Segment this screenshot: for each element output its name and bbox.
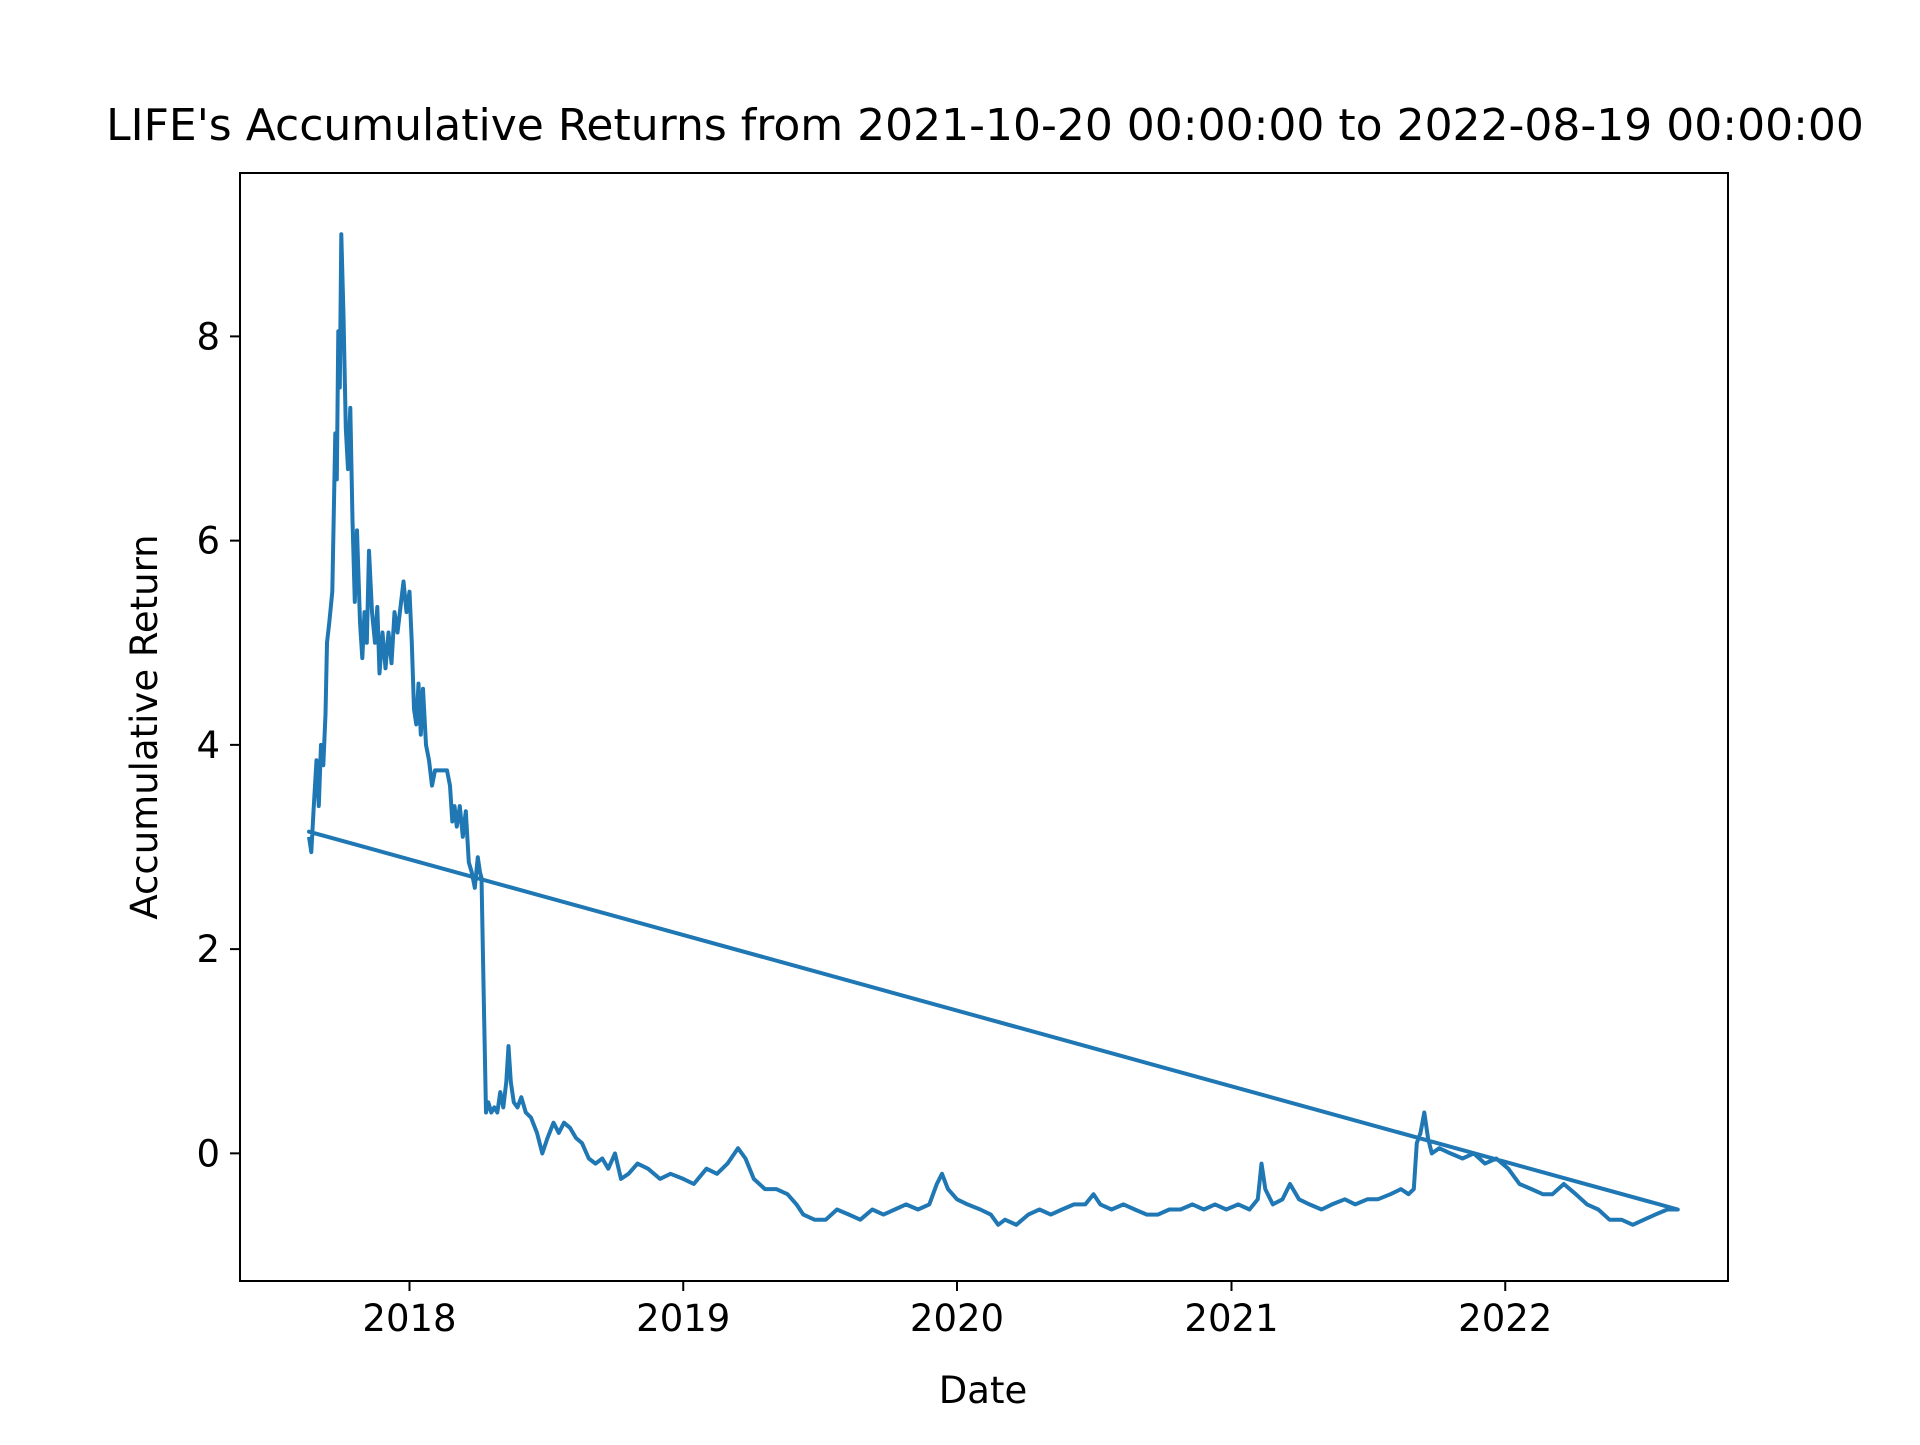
y-axis: 0 2 4 6 8 — [196, 315, 240, 1175]
x-tick-label: 2018 — [362, 1297, 456, 1340]
x-axis: 2018 2019 2020 2021 2022 — [362, 1281, 1552, 1340]
plot-layer — [307, 232, 1680, 1227]
x-tick-label: 2022 — [1458, 1297, 1552, 1340]
series-line-0 — [307, 232, 1680, 1227]
y-tick-label: 6 — [196, 520, 220, 563]
plot-area-frame — [239, 172, 1729, 1282]
x-tick-label: 2019 — [636, 1297, 730, 1340]
y-tick-label: 0 — [196, 1132, 220, 1175]
x-axis-label: Date — [939, 1369, 1027, 1412]
x-tick-label: 2020 — [910, 1297, 1004, 1340]
chart-title: LIFE's Accumulative Returns from 2021-10… — [106, 100, 1864, 151]
y-tick-label: 4 — [196, 724, 220, 767]
y-tick-label: 2 — [196, 928, 220, 971]
y-tick-label: 8 — [196, 315, 220, 358]
x-tick-label: 2021 — [1184, 1297, 1278, 1340]
y-axis-label: Accumulative Return — [123, 534, 166, 919]
